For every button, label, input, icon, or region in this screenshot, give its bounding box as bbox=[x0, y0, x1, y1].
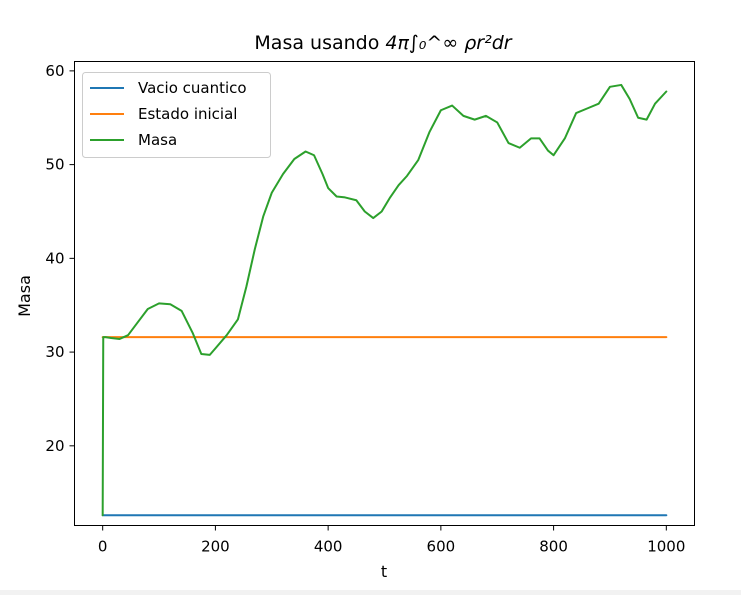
plot-area bbox=[101, 83, 668, 517]
legend-label-1: Vacio cuantico bbox=[138, 79, 247, 97]
y-tick-label: 30 bbox=[45, 343, 64, 361]
window-bottom-edge bbox=[0, 590, 741, 595]
axes-frame bbox=[74, 61, 695, 526]
y-tick-label: 60 bbox=[45, 62, 64, 80]
y-tick-label: 40 bbox=[45, 249, 64, 267]
x-axis-label: t bbox=[381, 562, 387, 581]
ticks: 0 200 400 600 800 1000 20 30 40 50 60 bbox=[45, 62, 685, 556]
x-tick-label: 1000 bbox=[647, 538, 685, 556]
x-tick-label: 600 bbox=[427, 538, 456, 556]
chart-title-formula: 4π∫₀^∞ ρr²dr bbox=[385, 32, 512, 54]
y-axis-label: Masa bbox=[15, 275, 34, 317]
x-tick-label: 200 bbox=[201, 538, 230, 556]
chart-title: Masa usando 4π∫₀^∞ ρr²dr bbox=[254, 32, 512, 54]
legend-label-2: Estado inicial bbox=[138, 105, 237, 123]
x-tick-label: 800 bbox=[539, 538, 568, 556]
legend: Vacio cuantico Estado inicial Masa bbox=[82, 72, 271, 158]
chart-title-text: Masa usando bbox=[254, 32, 385, 54]
legend-label-3: Masa bbox=[138, 131, 177, 149]
x-tick-label: 400 bbox=[314, 538, 343, 556]
x-tick-label: 0 bbox=[98, 538, 108, 556]
legend-frame bbox=[82, 72, 271, 158]
y-tick-label: 50 bbox=[45, 156, 64, 174]
series-line-3 bbox=[101, 83, 668, 517]
y-tick-label: 20 bbox=[45, 437, 64, 455]
